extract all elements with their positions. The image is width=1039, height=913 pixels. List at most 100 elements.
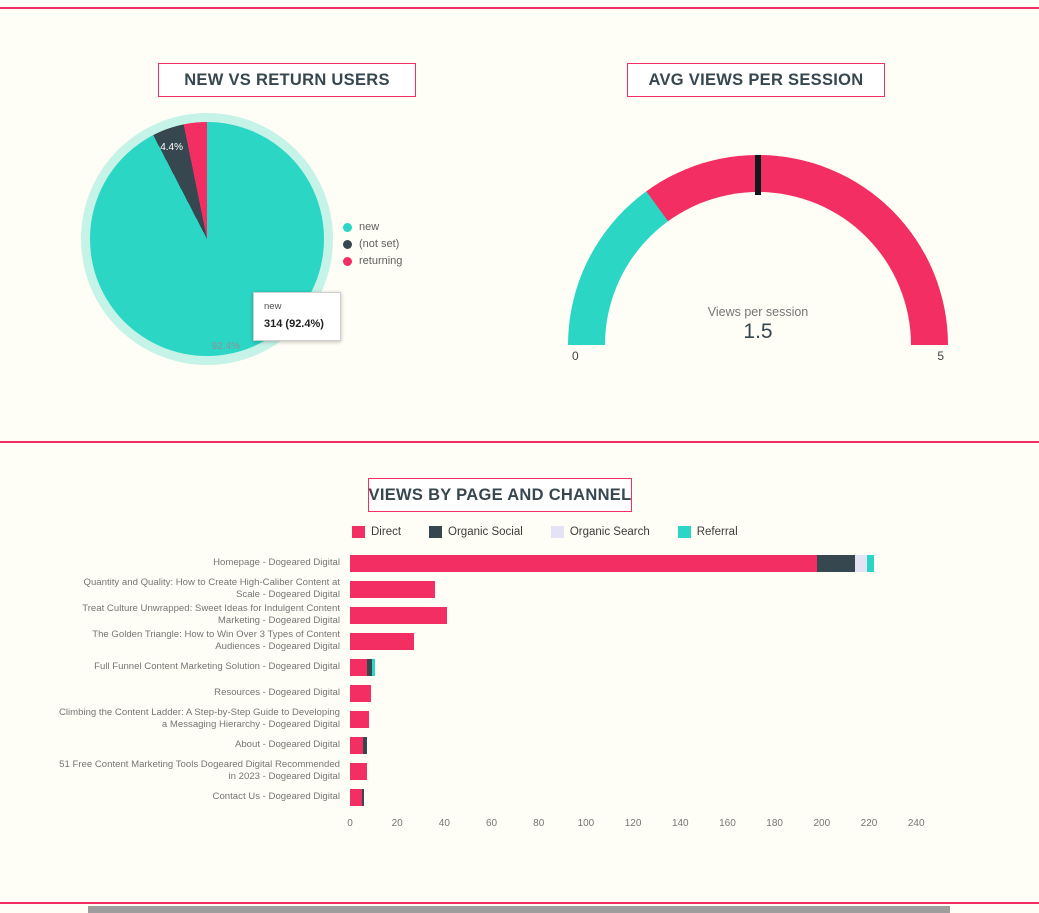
bar-category-label: Homepage - Dogeared Digital bbox=[213, 557, 340, 568]
bar-segment-direct[interactable] bbox=[350, 658, 367, 676]
bar-row: Climbing the Content Ladder: A Step-by-S… bbox=[0, 706, 1039, 732]
bar-row: About - Dogeared Digital bbox=[0, 732, 1039, 758]
bar-row: Homepage - Dogeared Digital bbox=[0, 550, 1039, 576]
bar-x-axis: 0 20 40 60 80 100 120 140 160 180 200 220 240 bbox=[347, 810, 928, 834]
bar-legend: Direct Organic Social Organic Search Ref… bbox=[352, 526, 738, 538]
legend-item-new[interactable]: new bbox=[343, 221, 402, 233]
bar-category-label: Climbing the Content Ladder: A Step-by-S… bbox=[58, 707, 340, 730]
bar-segment-direct[interactable] bbox=[350, 788, 362, 806]
bar-segment-direct[interactable] bbox=[350, 710, 369, 728]
bar-track bbox=[350, 684, 928, 702]
bar-track bbox=[350, 788, 928, 806]
bar-rows: Homepage - Dogeared Digital Quantity and … bbox=[0, 550, 1039, 810]
legend-dot-not-set bbox=[343, 239, 352, 249]
legend-label: Referral bbox=[696, 526, 738, 538]
gauge-chart-title: AVG VIEWS PER SESSION bbox=[627, 63, 885, 97]
legend-label: new bbox=[359, 221, 380, 233]
gauge-arc bbox=[568, 155, 948, 346]
legend-item-referral[interactable]: Referral bbox=[677, 526, 738, 538]
bar-track bbox=[350, 762, 928, 780]
legend-dot-new bbox=[343, 222, 352, 232]
legend-label: Organic Search bbox=[569, 526, 650, 538]
pie-tooltip: new 314 (92.4%) bbox=[253, 292, 341, 341]
x-axis-tick: 80 bbox=[533, 818, 545, 829]
bar-category-label: Full Funnel Content Marketing Solution -… bbox=[94, 661, 340, 672]
bar-track bbox=[350, 736, 928, 754]
bar-row: Resources - Dogeared Digital bbox=[0, 680, 1039, 706]
pie-chart-title: NEW VS RETURN USERS bbox=[158, 63, 416, 97]
tooltip-label: new bbox=[264, 301, 282, 312]
legend-swatch-direct bbox=[352, 526, 365, 538]
x-axis-tick: 120 bbox=[624, 818, 642, 829]
bar-segment-direct[interactable] bbox=[350, 684, 372, 702]
bar-row: 51 Free Content Marketing Tools Dogeared… bbox=[0, 758, 1039, 784]
bar-category-label: About - Dogeared Digital bbox=[234, 739, 340, 750]
bar-segment-direct[interactable] bbox=[350, 736, 363, 754]
pie-chart[interactable]: 4.4% 92.4% bbox=[81, 113, 333, 365]
bar-segment-direct[interactable] bbox=[350, 632, 414, 650]
bar-chart-title: VIEWS BY PAGE AND CHANNEL bbox=[368, 478, 632, 512]
divider-bottom bbox=[0, 902, 1039, 904]
bar-chart: Homepage - Dogeared Digital Quantity and … bbox=[0, 550, 1039, 834]
bar-category-label: Quantity and Quality: How to Create High… bbox=[83, 577, 341, 600]
legend-item-direct[interactable]: Direct bbox=[352, 526, 401, 538]
gauge-value: 1.5 bbox=[743, 320, 773, 343]
bar-segment-organic-social[interactable] bbox=[362, 736, 367, 754]
x-axis-tick: 0 bbox=[347, 818, 353, 829]
bar-row: Full Funnel Content Marketing Solution -… bbox=[0, 654, 1039, 680]
legend-swatch-organic-social bbox=[429, 526, 443, 538]
bar-track bbox=[350, 658, 928, 676]
bar-segment-direct[interactable] bbox=[350, 606, 447, 624]
bar-segment-organic-social[interactable] bbox=[366, 658, 373, 676]
pie-slice-label-not-set: 4.4% bbox=[160, 141, 183, 153]
bar-track bbox=[350, 632, 928, 650]
x-axis-tick: 200 bbox=[813, 818, 831, 829]
legend-dot-returning bbox=[343, 256, 352, 266]
bar-segment-direct[interactable] bbox=[350, 580, 435, 598]
bar-track bbox=[350, 606, 928, 624]
legend-item-returning[interactable]: returning bbox=[343, 255, 402, 267]
bar-category-label: The Golden Triangle: How to Win Over 3 T… bbox=[92, 629, 340, 652]
bar-segment-organic-search[interactable] bbox=[854, 554, 867, 572]
bar-segment-direct[interactable] bbox=[350, 762, 367, 780]
cropped-next-section bbox=[88, 906, 950, 913]
bar-category-label: 51 Free Content Marketing Tools Dogeared… bbox=[59, 759, 340, 782]
divider-middle bbox=[0, 441, 1039, 443]
bar-track bbox=[350, 710, 928, 728]
bar-segment-direct[interactable] bbox=[350, 554, 818, 572]
bar-segment-organic-social[interactable] bbox=[817, 554, 855, 572]
gauge-chart: Views per session 1.5 0 5 bbox=[568, 155, 948, 371]
bar-segment-organic-social[interactable] bbox=[361, 788, 365, 806]
bar-segment-referral[interactable] bbox=[866, 554, 874, 572]
x-axis-tick: 60 bbox=[485, 818, 498, 829]
x-axis-tick: 240 bbox=[907, 818, 925, 829]
legend-swatch-organic-search bbox=[550, 526, 564, 538]
gauge-min-label: 0 bbox=[572, 349, 579, 363]
pie-legend: new (not set) returning bbox=[343, 221, 402, 272]
x-axis-tick: 180 bbox=[766, 818, 783, 829]
bar-row: Quantity and Quality: How to Create High… bbox=[0, 576, 1039, 602]
x-axis-tick: 100 bbox=[577, 818, 595, 829]
bar-row: Treat Culture Unwrapped: Sweet Ideas for… bbox=[0, 602, 1039, 628]
legend-item-not-set[interactable]: (not set) bbox=[343, 238, 402, 250]
legend-label: returning bbox=[359, 255, 403, 267]
tooltip-value: 314 (92.4%) bbox=[264, 318, 324, 330]
x-axis-tick: 160 bbox=[719, 818, 736, 829]
x-axis-tick: 140 bbox=[671, 818, 689, 829]
bar-category-label: Contact Us - Dogeared Digital bbox=[212, 791, 340, 802]
x-axis-tick: 20 bbox=[391, 818, 403, 829]
bar-segment-referral[interactable] bbox=[372, 658, 375, 676]
gauge-max-label: 5 bbox=[937, 349, 944, 363]
legend-item-organic-social[interactable]: Organic Social bbox=[429, 526, 523, 538]
bar-row: The Golden Triangle: How to Win Over 3 T… bbox=[0, 628, 1039, 654]
legend-label: Direct bbox=[371, 526, 402, 538]
bar-track bbox=[350, 554, 928, 572]
bar-row: Contact Us - Dogeared Digital bbox=[0, 784, 1039, 810]
pie-slice-label-new: 92.4% bbox=[211, 340, 241, 352]
gauge-tick bbox=[755, 155, 761, 195]
x-axis-tick: 220 bbox=[860, 818, 878, 829]
legend-item-organic-search[interactable]: Organic Search bbox=[550, 526, 650, 538]
bar-category-label: Treat Culture Unwrapped: Sweet Ideas for… bbox=[82, 603, 340, 626]
x-axis-tick: 40 bbox=[438, 818, 450, 829]
